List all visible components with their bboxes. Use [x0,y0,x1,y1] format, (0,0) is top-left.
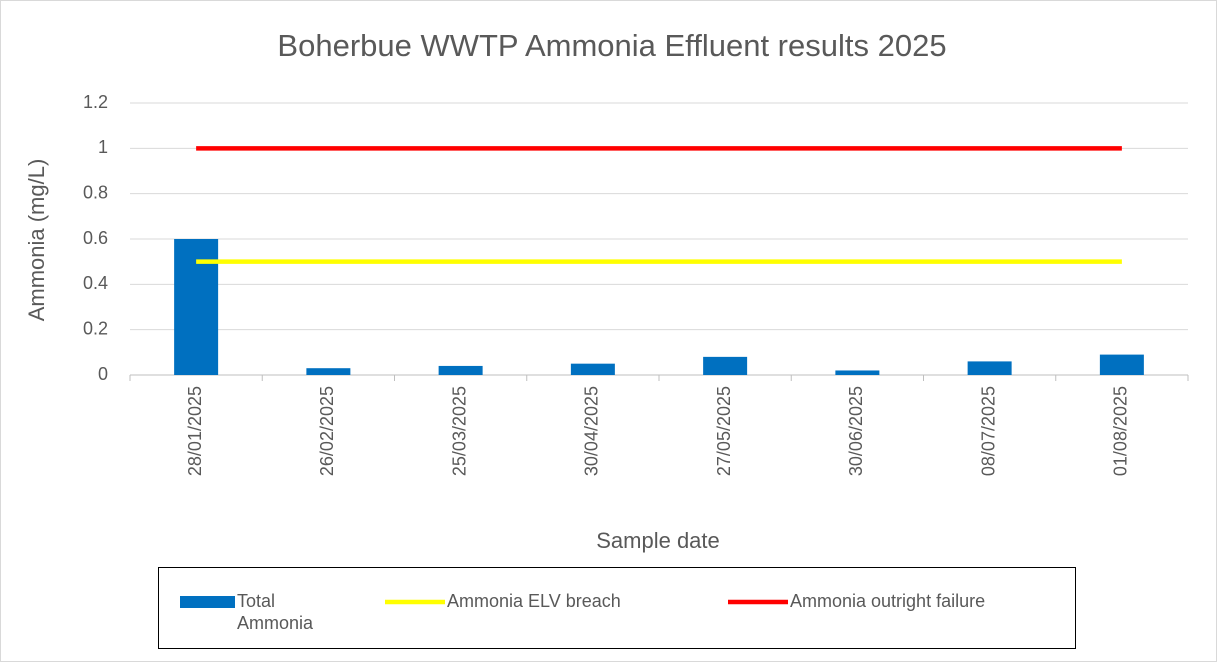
bar [306,368,351,375]
x-axis-label: Sample date [596,528,720,553]
y-tick-label: 0.4 [83,273,108,293]
x-tick-label: 26/02/2025 [317,386,337,476]
y-tick-label: 0.6 [83,228,108,248]
bar [570,363,615,375]
bar [438,365,483,375]
x-tick-label: 27/05/2025 [714,386,734,476]
x-tick-label: 08/07/2025 [978,386,998,476]
legend-item: Ammonia ELV breach [447,591,621,611]
bar [174,239,219,375]
legend-label: Ammonia ELV breach [447,591,621,611]
bar [967,361,1012,375]
y-tick-label: 0.8 [83,182,108,202]
bar [1099,354,1144,375]
x-tick-label: 30/04/2025 [582,386,602,476]
legend-label: Ammonia outright failure [790,591,986,611]
bar [703,356,748,375]
y-axis-label: Ammonia (mg/L) [24,159,49,322]
legend-swatch [180,596,235,608]
x-tick-label: 25/03/2025 [449,386,469,476]
legend-item: Ammonia outright failure [790,591,986,611]
y-tick-label: 0.2 [83,318,108,338]
x-tick-label: 01/08/2025 [1111,386,1131,476]
y-tick-label: 1 [98,137,108,157]
y-tick-label: 0 [98,364,108,384]
bar [835,370,880,375]
legend-label: Total Ammonia [237,591,314,633]
legend-box [158,567,1076,649]
legend-item: Total Ammonia [237,591,314,633]
x-tick-label: 30/06/2025 [846,386,866,476]
y-tick-label: 1.2 [83,92,108,112]
chart-title: Boherbue WWTP Ammonia Effluent results 2… [277,28,946,63]
x-tick-label: 28/01/2025 [185,386,205,476]
